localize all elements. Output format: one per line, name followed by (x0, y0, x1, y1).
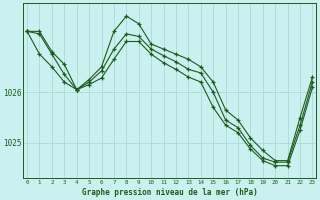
X-axis label: Graphe pression niveau de la mer (hPa): Graphe pression niveau de la mer (hPa) (82, 188, 258, 197)
